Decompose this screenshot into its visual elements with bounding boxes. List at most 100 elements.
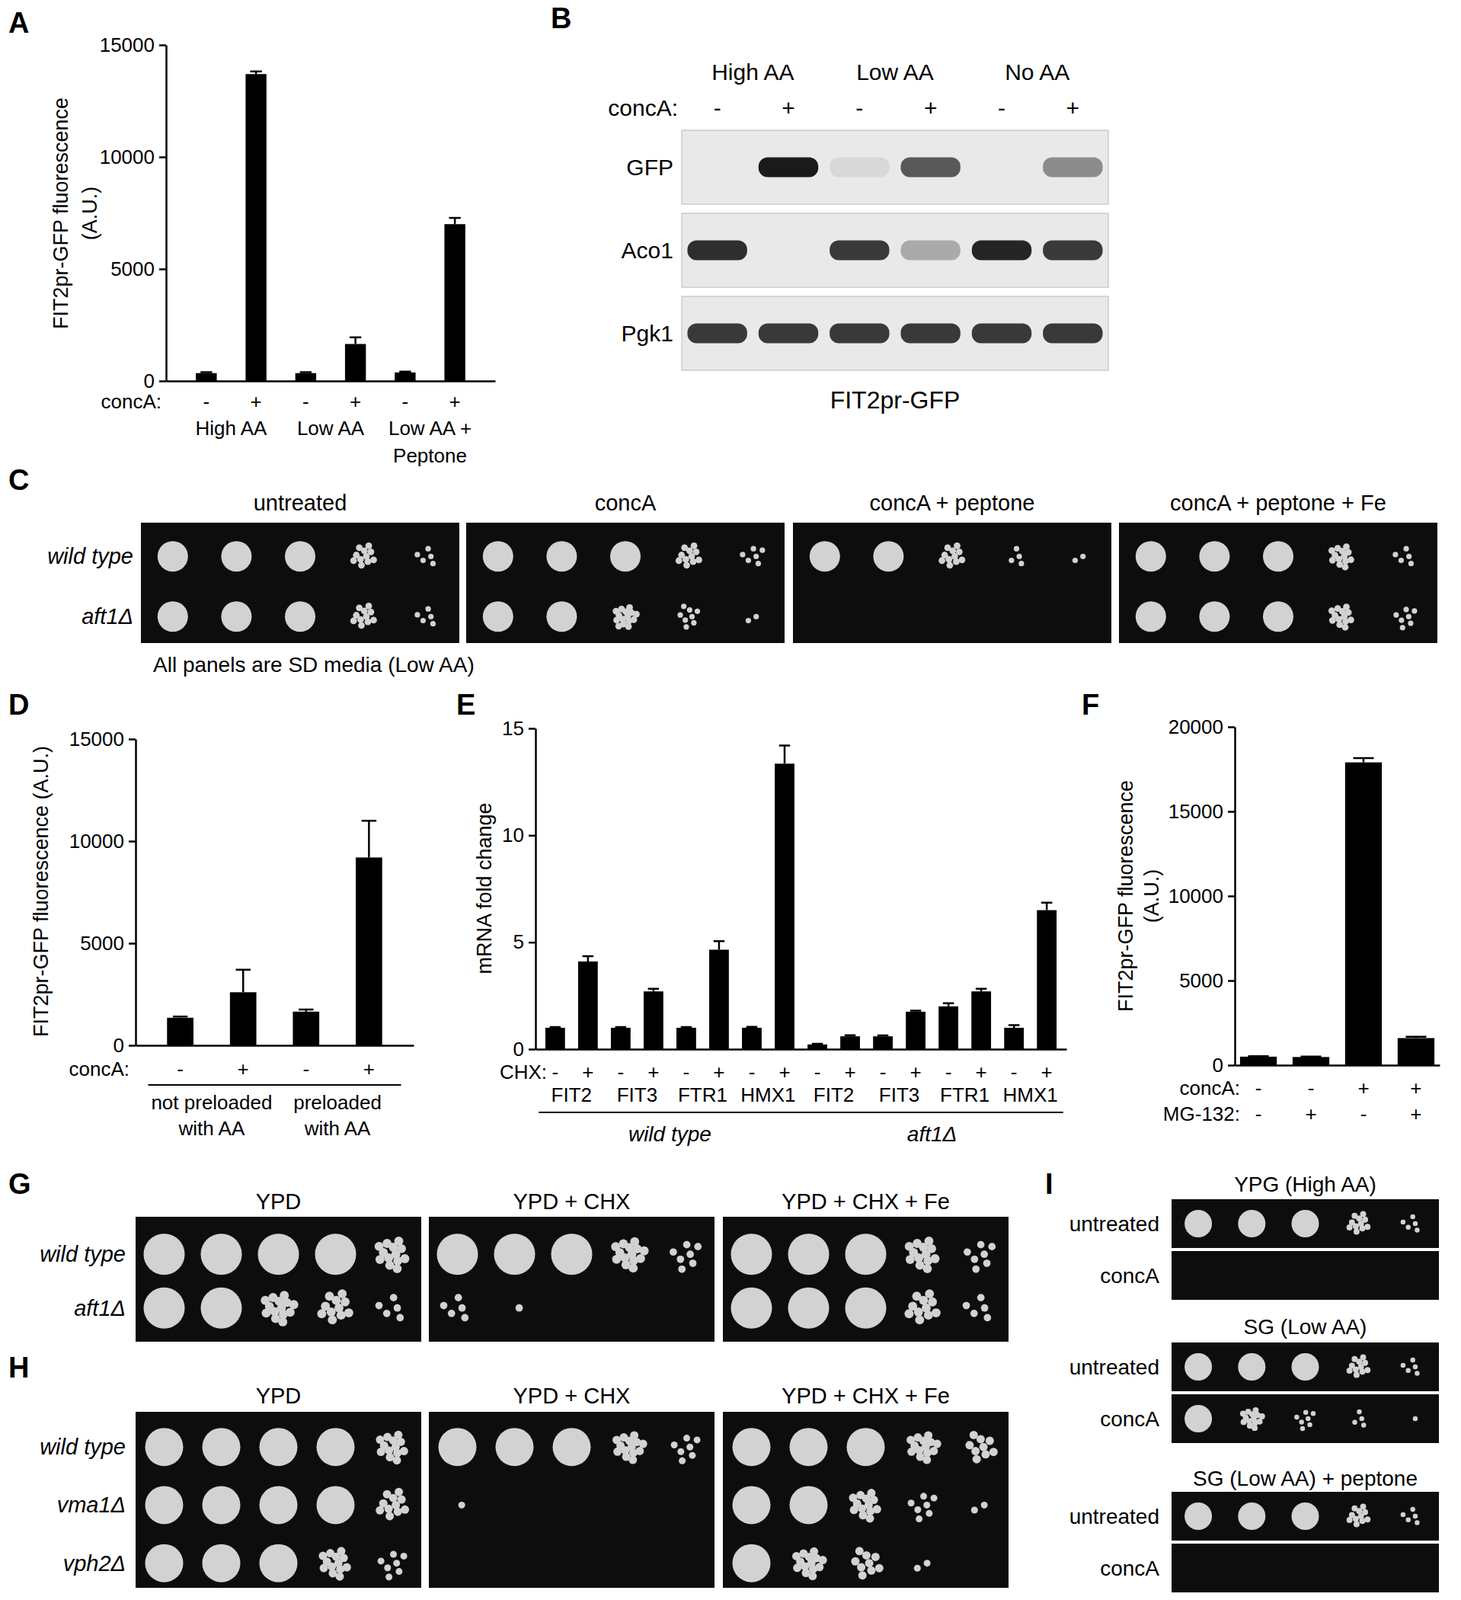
colony — [350, 556, 358, 564]
spot — [1291, 1209, 1320, 1238]
colony — [850, 1505, 859, 1514]
colony — [327, 1314, 337, 1324]
colony — [671, 1441, 678, 1449]
colony — [970, 1255, 979, 1263]
y-tick: 5000 — [1179, 968, 1235, 992]
x-axis-line — [166, 380, 496, 383]
error-bar — [1300, 1054, 1321, 1058]
colony — [1353, 1520, 1360, 1527]
colony — [612, 1435, 621, 1444]
spot — [1291, 1352, 1320, 1381]
colony — [1353, 1227, 1360, 1235]
error-bar — [1008, 1025, 1020, 1028]
group-label: High AA — [195, 416, 269, 440]
y-axis-title: (A.U.) — [78, 186, 102, 241]
spot-empty — [553, 1485, 592, 1524]
colony — [912, 1291, 922, 1301]
x-axis-line — [1235, 1064, 1441, 1067]
y-axis-line — [534, 728, 538, 1050]
blot-band — [758, 240, 819, 261]
y-axis: 050001000015000 — [99, 33, 167, 393]
error-bar — [1352, 757, 1374, 763]
colony — [809, 1547, 819, 1556]
y-axis: 051015 — [501, 716, 536, 1061]
x-tick: + — [237, 1045, 250, 1081]
colony — [1361, 1216, 1369, 1223]
error-bar — [615, 1026, 627, 1029]
spot — [732, 1485, 771, 1524]
row-label: Pgk1 — [621, 320, 674, 346]
colony — [1346, 1224, 1353, 1231]
spot-empty — [1291, 1261, 1320, 1289]
colony — [1346, 1516, 1353, 1523]
colony — [848, 1492, 857, 1502]
x-axis-second-row: -+-+ — [1255, 1064, 1423, 1126]
spot — [1291, 1502, 1320, 1530]
colony — [336, 1310, 346, 1320]
colony — [914, 1505, 921, 1513]
colony — [693, 548, 701, 556]
colony — [615, 622, 623, 630]
blot-band — [1042, 323, 1103, 344]
colony — [374, 1241, 384, 1251]
x-row-label: concA: — [607, 95, 678, 121]
x-tick-label: + — [250, 390, 263, 413]
colony — [855, 1546, 864, 1555]
colony — [792, 1563, 802, 1572]
colony — [367, 548, 375, 556]
colony — [319, 1563, 329, 1573]
colony — [676, 1255, 685, 1263]
column-title: concA + peptone + Fe — [1170, 490, 1387, 515]
x-tick-label: - — [683, 1060, 691, 1084]
spot-empty — [1237, 1553, 1266, 1582]
spot — [315, 1233, 357, 1275]
blot-strip — [681, 213, 1109, 288]
blot-band — [758, 323, 819, 344]
colony — [1413, 1513, 1418, 1519]
x-tick: - — [1307, 1064, 1315, 1100]
colony — [979, 1442, 988, 1452]
colony — [1361, 1508, 1369, 1516]
colony — [985, 1436, 995, 1446]
colony — [626, 604, 633, 611]
colony — [289, 1299, 299, 1309]
blot-band — [829, 323, 889, 344]
colony — [969, 1430, 979, 1439]
bar — [1292, 1056, 1330, 1065]
colony — [1405, 1368, 1410, 1373]
colony — [815, 1562, 824, 1571]
blot-band — [758, 157, 819, 178]
spot — [259, 1485, 298, 1524]
column-title: YPD + CHX + Fe — [781, 1189, 950, 1214]
colony — [1351, 1355, 1358, 1362]
x-tick: + — [909, 1048, 921, 1084]
blot-strip — [681, 130, 1109, 205]
spot-empty — [667, 1485, 706, 1524]
colony — [677, 612, 683, 618]
colony — [1240, 1418, 1247, 1425]
colony — [1329, 617, 1337, 624]
colony — [1347, 616, 1355, 624]
bar-chart-panel: A050001000015000-+-+-+concA:High AALow A… — [8, 6, 496, 467]
bar — [676, 1027, 697, 1049]
spot-assay-panel: Gwild typeaft1ΔYPDYPD + CHXYPD + CHX + F… — [8, 1167, 1009, 1342]
colony — [1364, 1366, 1371, 1373]
spot — [316, 1485, 355, 1524]
error-bar — [746, 1026, 758, 1028]
plate-image — [428, 1411, 715, 1588]
colony — [1342, 543, 1350, 550]
colony — [1411, 607, 1417, 614]
colony — [1252, 1406, 1259, 1414]
colony — [428, 613, 434, 620]
bar — [741, 1027, 762, 1049]
error-bar — [680, 1026, 692, 1029]
y-tick-label: 10000 — [1168, 884, 1224, 908]
group-label: FIT2 — [551, 1083, 592, 1107]
y-tick-mark — [159, 268, 167, 271]
error-bar — [910, 1010, 921, 1011]
bar — [1240, 1056, 1277, 1065]
error-bar — [1248, 1054, 1270, 1058]
colony — [753, 613, 759, 620]
y-tick-mark — [528, 834, 536, 838]
blot-band — [829, 157, 889, 178]
